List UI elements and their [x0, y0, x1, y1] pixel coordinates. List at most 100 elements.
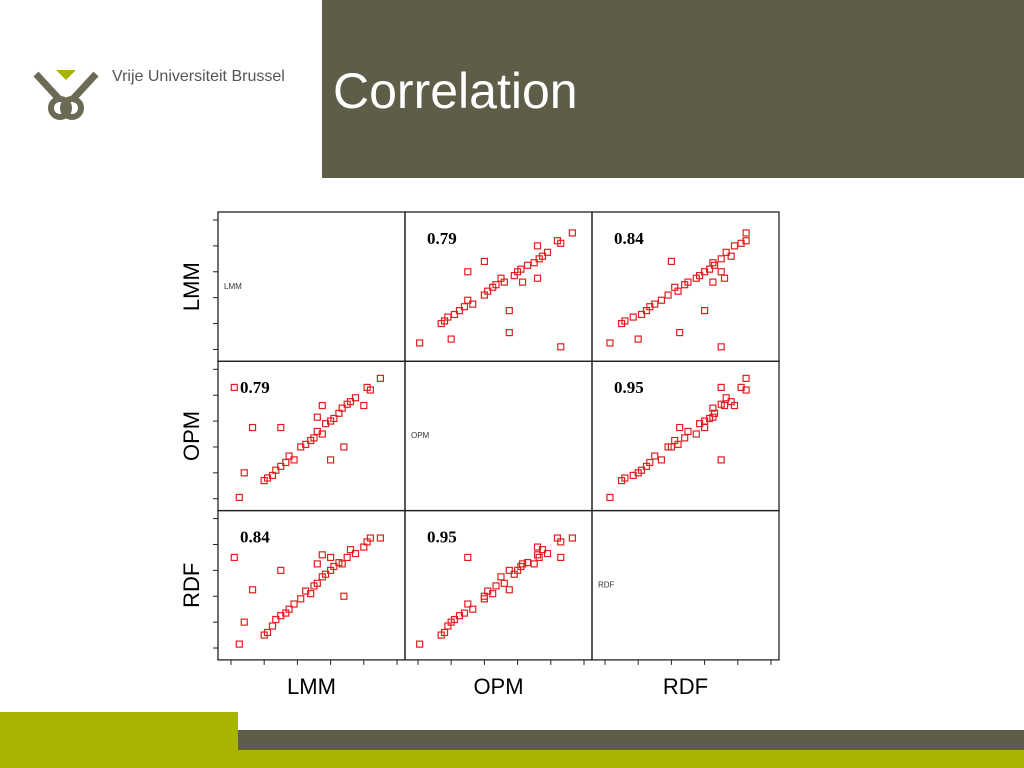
- point: [277, 423, 285, 432]
- point: [505, 566, 513, 574]
- point: [742, 237, 750, 245]
- point: [297, 595, 305, 603]
- point: [709, 278, 717, 286]
- point: [505, 306, 513, 315]
- point: [730, 242, 739, 250]
- point: [464, 553, 472, 562]
- point: [535, 553, 543, 562]
- point: [460, 609, 469, 617]
- point: [505, 328, 513, 337]
- point: [290, 456, 298, 464]
- point: [464, 296, 472, 304]
- slide-title: Correlation: [333, 63, 578, 119]
- header-band: [322, 0, 1024, 178]
- point: [469, 605, 477, 613]
- point: [464, 268, 472, 276]
- point: [230, 383, 238, 392]
- point: [667, 443, 675, 451]
- panel: [591, 509, 780, 661]
- point: [489, 590, 497, 598]
- point: [376, 374, 384, 382]
- point: [484, 287, 492, 295]
- point: [553, 534, 562, 542]
- point: [629, 471, 637, 480]
- point: [533, 543, 542, 551]
- point: [681, 434, 689, 442]
- point: [480, 592, 488, 600]
- point: [684, 278, 692, 286]
- point: [657, 456, 666, 464]
- point: [338, 560, 346, 568]
- point: [517, 265, 525, 273]
- point: [450, 310, 459, 319]
- point: [318, 401, 326, 410]
- point: [500, 579, 508, 587]
- point: [671, 283, 679, 291]
- point: [360, 401, 368, 410]
- point: [730, 401, 739, 410]
- correlation-label: 0.79: [240, 378, 270, 397]
- point: [637, 310, 646, 319]
- point: [272, 466, 280, 474]
- point: [717, 400, 725, 408]
- point: [263, 628, 272, 637]
- point: [676, 423, 684, 432]
- point: [717, 383, 725, 392]
- point: [742, 229, 750, 237]
- point: [235, 640, 243, 648]
- point: [326, 456, 335, 464]
- point: [696, 272, 704, 280]
- point: [230, 553, 238, 562]
- point: [717, 456, 725, 464]
- y-axis-label: RDF: [179, 563, 204, 608]
- point: [523, 261, 532, 269]
- point: [272, 615, 280, 624]
- point: [709, 404, 717, 412]
- point: [444, 313, 452, 321]
- point: [727, 252, 735, 260]
- point: [240, 469, 248, 477]
- point: [651, 452, 659, 460]
- point: [366, 534, 375, 542]
- correlation-label: 0.84: [614, 229, 644, 248]
- point: [533, 242, 542, 250]
- diagonal-label: RDF: [598, 580, 615, 589]
- point: [248, 423, 257, 432]
- diagonal-label: LMM: [224, 282, 242, 291]
- point: [606, 339, 614, 347]
- point: [657, 296, 666, 304]
- point: [722, 394, 730, 402]
- point: [480, 257, 488, 266]
- diagonal-label: OPM: [411, 431, 430, 440]
- point: [543, 549, 552, 558]
- point: [530, 560, 538, 568]
- point: [651, 300, 659, 308]
- point: [285, 452, 293, 460]
- point: [497, 573, 505, 581]
- x-axis-label: LMM: [287, 674, 336, 699]
- point: [497, 274, 505, 282]
- point: [290, 600, 298, 608]
- point: [664, 291, 672, 299]
- point: [313, 413, 321, 421]
- point: [710, 409, 719, 417]
- point: [248, 586, 257, 594]
- point: [450, 615, 459, 624]
- point: [340, 443, 348, 451]
- point: [533, 274, 542, 282]
- point: [322, 570, 330, 578]
- point: [518, 278, 527, 286]
- point: [568, 534, 576, 542]
- point: [416, 339, 424, 347]
- point: [646, 458, 654, 467]
- point: [505, 586, 513, 594]
- point: [307, 590, 315, 598]
- y-axis-label: OPM: [179, 411, 204, 461]
- scatter-matrix: LMM 0.79 0.84 0.79 OPM 0.95 0.84 0.95 RDF LMM LMM O…: [179, 211, 780, 699]
- correlation-label: 0.84: [240, 528, 270, 547]
- point: [700, 306, 709, 315]
- panel: [404, 360, 593, 512]
- point: [318, 551, 326, 559]
- correlation-label: 0.95: [427, 528, 457, 547]
- point: [621, 317, 629, 325]
